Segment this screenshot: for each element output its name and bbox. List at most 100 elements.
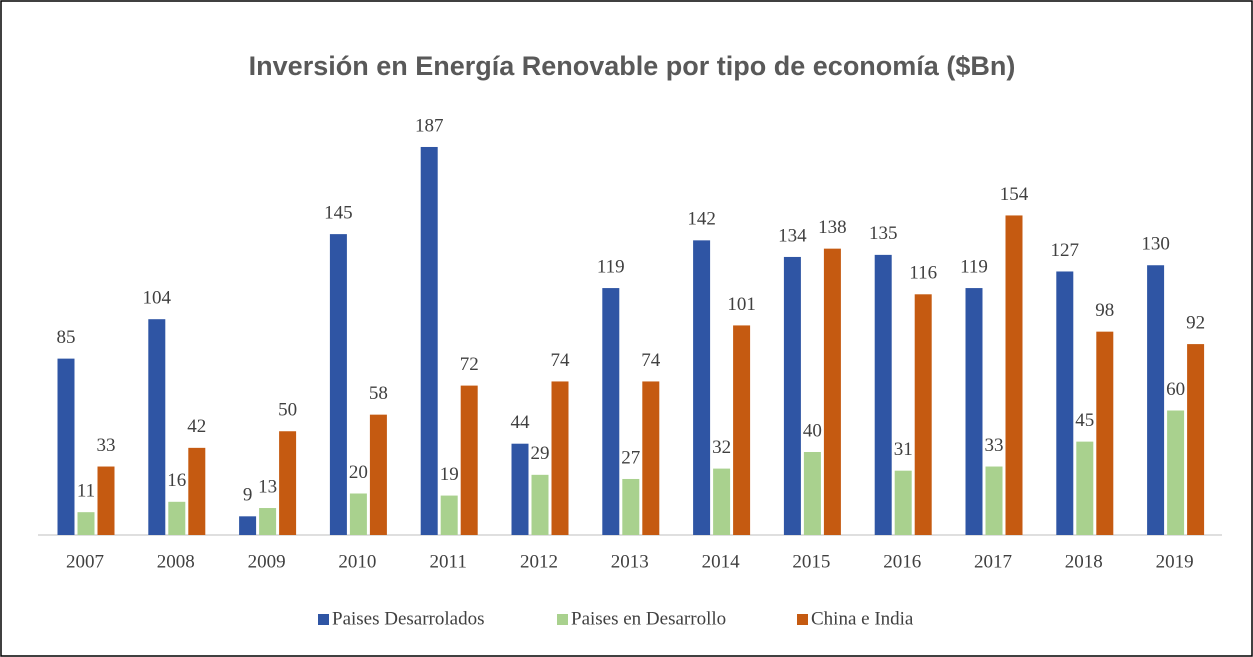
data-label: 187 xyxy=(415,115,444,136)
bar xyxy=(1005,215,1023,535)
bar xyxy=(57,358,75,535)
data-label: 92 xyxy=(1186,312,1205,333)
legend-swatch xyxy=(797,614,808,625)
bar xyxy=(622,478,640,535)
bar xyxy=(97,466,115,535)
data-label: 40 xyxy=(803,420,822,441)
data-label: 98 xyxy=(1095,300,1114,321)
data-label: 60 xyxy=(1166,379,1185,400)
data-label: 27 xyxy=(621,447,640,468)
data-label: 101 xyxy=(727,294,756,315)
data-label: 145 xyxy=(324,202,353,223)
bar xyxy=(168,501,186,535)
data-label: 33 xyxy=(97,435,116,456)
data-label: 130 xyxy=(1141,234,1170,255)
x-tick-label: 2018 xyxy=(1065,551,1103,572)
data-label: 74 xyxy=(641,350,661,371)
data-label: 13 xyxy=(258,476,277,497)
data-label: 31 xyxy=(894,439,913,460)
bar xyxy=(965,288,983,535)
data-label: 45 xyxy=(1075,410,1094,431)
bar xyxy=(914,294,932,535)
bar xyxy=(279,431,297,535)
bar xyxy=(188,447,206,535)
bar xyxy=(1167,410,1185,535)
data-label: 32 xyxy=(712,437,731,458)
data-label: 33 xyxy=(985,435,1004,456)
data-label: 16 xyxy=(167,470,186,491)
bar xyxy=(803,452,821,535)
bar xyxy=(531,474,549,535)
data-label: 44 xyxy=(511,412,531,433)
data-label: 29 xyxy=(531,443,550,464)
bar xyxy=(874,254,892,535)
bar xyxy=(148,319,166,535)
bar xyxy=(1056,271,1074,535)
legend-label: Paises en Desarrollo xyxy=(571,608,726,629)
data-label: 119 xyxy=(960,256,988,277)
data-label: 127 xyxy=(1051,240,1080,261)
data-label: 154 xyxy=(1000,184,1029,205)
x-tick-label: 2008 xyxy=(157,551,195,572)
data-label: 42 xyxy=(187,416,206,437)
data-label: 74 xyxy=(551,350,571,371)
bar xyxy=(1147,265,1165,535)
data-label: 11 xyxy=(77,481,95,502)
data-label: 119 xyxy=(597,256,625,277)
legend-label: China e India xyxy=(811,608,914,629)
data-label: 85 xyxy=(57,327,76,348)
bar xyxy=(440,495,458,535)
bar xyxy=(783,256,801,535)
data-label: 104 xyxy=(143,288,172,309)
legend-swatch xyxy=(557,614,568,625)
bar xyxy=(460,385,478,535)
x-tick-label: 2010 xyxy=(338,551,376,572)
data-label: 58 xyxy=(369,383,388,404)
x-tick-label: 2012 xyxy=(520,551,558,572)
data-label: 116 xyxy=(909,263,937,284)
bar xyxy=(369,414,387,535)
x-tick-label: 2013 xyxy=(611,551,649,572)
data-label: 9 xyxy=(243,485,253,506)
x-tick-label: 2009 xyxy=(248,551,286,572)
bar xyxy=(329,234,347,535)
bar xyxy=(1076,441,1094,535)
x-tick-label: 2019 xyxy=(1156,551,1194,572)
data-label: 134 xyxy=(778,225,807,246)
x-tick-label: 2007 xyxy=(66,551,104,572)
bar xyxy=(239,516,257,535)
legend-swatch xyxy=(318,614,329,625)
chart-title: Inversión en Energía Renovable por tipo … xyxy=(249,51,1016,81)
data-label: 20 xyxy=(349,462,368,483)
legend-label: Paises Desarrolados xyxy=(332,608,485,629)
bar xyxy=(894,470,912,535)
bar xyxy=(733,325,751,535)
data-label: 135 xyxy=(869,223,898,244)
bar xyxy=(642,381,660,535)
bar xyxy=(349,493,367,535)
bar xyxy=(1096,331,1114,535)
bar xyxy=(985,466,1003,535)
bar xyxy=(693,240,711,535)
bar xyxy=(823,248,841,535)
bar xyxy=(602,288,620,535)
data-label: 50 xyxy=(278,400,297,421)
x-tick-label: 2014 xyxy=(702,551,741,572)
data-label: 19 xyxy=(440,464,459,485)
x-tick-label: 2011 xyxy=(430,551,467,572)
data-label: 138 xyxy=(818,217,847,238)
bar xyxy=(511,443,529,535)
bar xyxy=(77,512,95,535)
bar xyxy=(1187,344,1205,535)
bar xyxy=(713,468,731,535)
x-tick-label: 2017 xyxy=(974,551,1012,572)
bar xyxy=(551,381,569,535)
x-tick-label: 2016 xyxy=(883,551,921,572)
data-label: 142 xyxy=(687,209,716,230)
bar xyxy=(259,508,277,535)
data-label: 72 xyxy=(460,354,479,375)
x-tick-label: 2015 xyxy=(792,551,830,572)
bar xyxy=(420,146,438,535)
